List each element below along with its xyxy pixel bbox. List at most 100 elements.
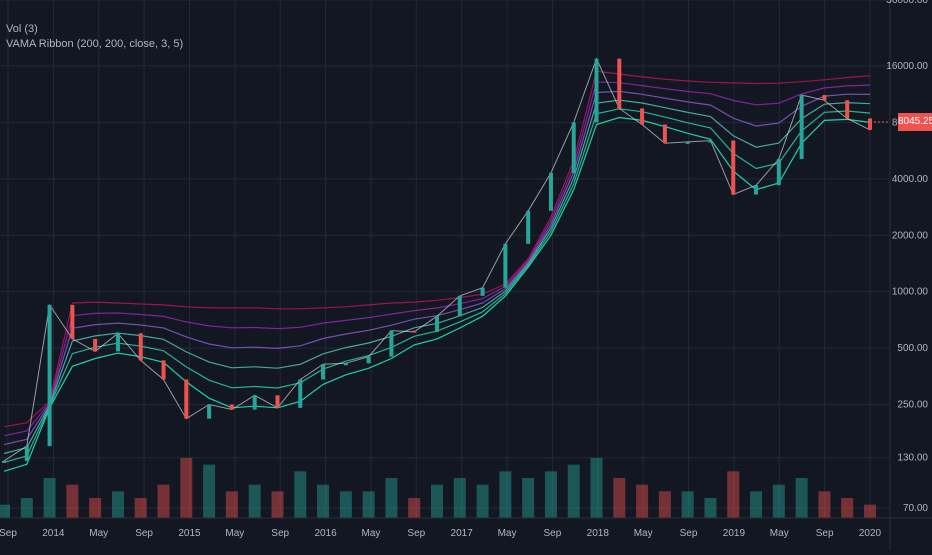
volume-bar (772, 484, 785, 518)
price-candle (548, 172, 553, 211)
price-candle (435, 316, 439, 332)
x-tick-label: Sep (271, 528, 289, 539)
volume-bar (385, 478, 398, 518)
price-candle (366, 356, 371, 364)
price-candle (184, 379, 189, 419)
price-candle (275, 395, 280, 408)
volume-bar (0, 504, 10, 518)
x-tick-label: May (498, 528, 517, 539)
volume-bar (431, 484, 443, 518)
x-tick-label: 2018 (587, 528, 610, 539)
price-candle (93, 338, 98, 352)
y-tick-label: 2000.00 (892, 230, 929, 241)
price-candle (412, 330, 417, 333)
vama-ribbon-line (3, 81, 871, 437)
price-candle (389, 330, 394, 357)
volume-bar (727, 471, 740, 518)
price-candle (47, 304, 52, 447)
x-tick-label: 2019 (723, 528, 746, 539)
y-tick-label: 16000.00 (886, 61, 928, 72)
volume-bar (658, 491, 671, 518)
volume-bar (203, 464, 216, 518)
x-tick-label: May (770, 528, 789, 539)
volume-bar (294, 471, 307, 518)
volume-bar (544, 471, 557, 518)
price-candle (343, 363, 348, 366)
volume-bar (567, 464, 580, 518)
volume-bar (704, 498, 717, 518)
volume-legend[interactable]: Vol (3) (6, 23, 38, 35)
volume-bar (317, 484, 330, 518)
volume-bar (613, 478, 626, 518)
price-candle (24, 446, 29, 461)
x-tick-label: 2014 (42, 528, 65, 539)
price-candle (731, 140, 736, 195)
price-candle (754, 185, 759, 195)
volume-bar (408, 498, 421, 518)
last-price-tag: 8045.25 (898, 112, 932, 131)
price-candle (252, 395, 257, 410)
price-candle (526, 210, 531, 244)
volume-bar (750, 491, 763, 518)
volume-bar (134, 498, 147, 518)
price-candle (776, 159, 781, 186)
x-tick-label: May (225, 528, 244, 539)
volume-bar (157, 484, 170, 518)
x-tick-label: Sep (816, 528, 834, 539)
volume-bar (248, 484, 261, 518)
volume-bar (590, 458, 603, 518)
indicator-legend: Vol (3) VAMA Ribbon (200, 200, close, 3,… (6, 22, 183, 52)
price-candle (708, 140, 713, 143)
volume-bar (453, 478, 466, 518)
x-tick-label: Sep (680, 528, 698, 539)
x-tick-label: Sep (544, 528, 562, 539)
price-candle (822, 95, 827, 101)
price-candle (457, 295, 462, 317)
volume-bar (841, 498, 854, 518)
y-tick-label: 500.00 (897, 343, 928, 354)
vama-ribbon-line (3, 116, 871, 472)
x-tick-label: May (634, 528, 653, 539)
price-candle (845, 100, 850, 119)
price-candle (571, 122, 576, 173)
price-candle (640, 108, 645, 125)
x-tick-label: 2016 (314, 528, 337, 539)
price-candle (207, 404, 212, 419)
y-tick-label: 4000.00 (892, 174, 929, 185)
volume-bar (225, 491, 238, 518)
price-candle (662, 124, 667, 144)
ribbon-legend[interactable]: VAMA Ribbon (200, 200, close, 3, 5) (6, 38, 184, 50)
x-tick-label: 2020 (859, 528, 882, 539)
volume-bar (499, 471, 512, 518)
price-candle (868, 118, 872, 130)
volume-bar (681, 491, 694, 518)
x-tick-label: 2017 (451, 528, 474, 539)
y-tick-label: 250.00 (897, 400, 928, 411)
price-candle (594, 58, 599, 123)
price-candle (70, 304, 75, 339)
price-candle (2, 460, 6, 463)
volume-bar (271, 491, 284, 518)
price-candle (799, 95, 804, 160)
volume-bar (362, 491, 375, 518)
volume-bar (43, 478, 56, 518)
volume-bar (864, 504, 876, 518)
price-candle (321, 364, 326, 380)
volume-bar (180, 458, 193, 518)
price-candle (161, 360, 166, 380)
x-tick-label: May (361, 528, 380, 539)
x-tick-label: May (89, 528, 108, 539)
volume-bar (66, 484, 79, 518)
y-tick-label: 70.00 (903, 503, 928, 514)
x-tick-label: Sep (135, 528, 153, 539)
price-candle (138, 333, 143, 361)
price-candle (298, 379, 303, 408)
price-candle (115, 333, 120, 352)
vama-ribbon-line (3, 70, 871, 428)
y-tick-label: 36000.00 (886, 0, 928, 6)
volume-bar (476, 484, 489, 518)
price-candle (229, 404, 234, 410)
